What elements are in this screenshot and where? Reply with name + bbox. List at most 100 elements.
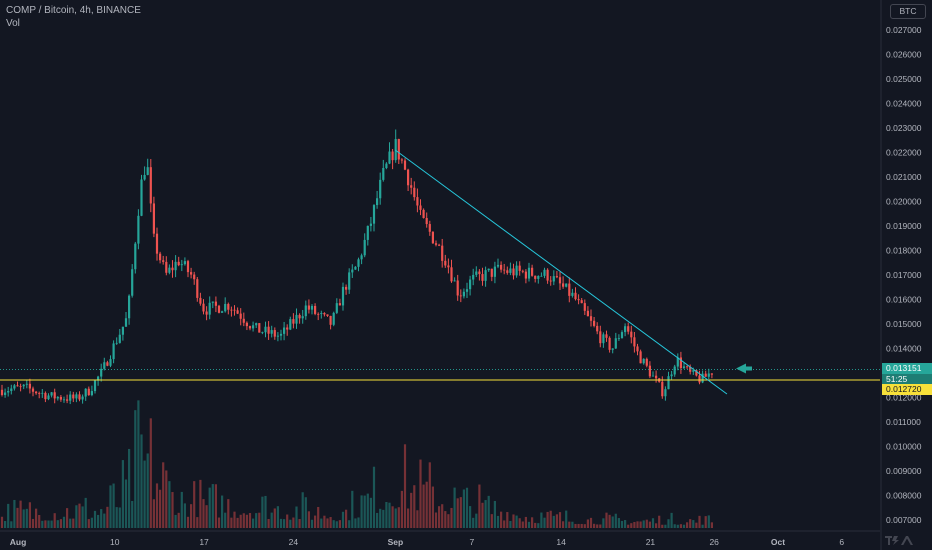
candle-body: [453, 280, 456, 282]
candle-body: [456, 280, 459, 296]
volume-bar: [230, 517, 233, 528]
candle-body: [174, 261, 177, 271]
candle-body: [673, 366, 676, 375]
volume-bar: [642, 520, 645, 528]
volume-bar: [360, 495, 363, 528]
candle-body: [53, 392, 56, 399]
candle-body: [310, 305, 314, 310]
candle-body: [13, 385, 16, 389]
candle-body: [589, 316, 593, 321]
volume-bar: [97, 514, 100, 528]
volume-bar: [118, 507, 121, 528]
volume-bar: [509, 520, 512, 528]
candle-body: [199, 297, 202, 304]
time-axis[interactable]: Aug 10 17 24 Sep 7 14 21 26 Oct 6: [0, 530, 880, 547]
candle-body: [676, 357, 679, 367]
volume-bar: [41, 520, 44, 528]
candle-body: [118, 334, 121, 343]
candle-body: [385, 163, 388, 169]
price-axis[interactable]: 0.027000 0.026000 0.025000 0.024000 0.023000…: [880, 0, 922, 550]
candle-body: [459, 295, 462, 297]
candle-body: [255, 323, 258, 326]
volume-bar: [704, 516, 707, 528]
volume-bar: [366, 493, 369, 528]
tradingview-logo-icon[interactable]: [884, 534, 916, 546]
volume-bar: [295, 506, 298, 528]
candle-body: [648, 365, 651, 377]
volume-bar: [264, 495, 267, 528]
candle-body: [307, 305, 310, 310]
candle-body: [112, 343, 115, 360]
volume-bar: [35, 508, 38, 528]
volume-bar: [28, 502, 31, 528]
candle-body: [620, 332, 624, 339]
price-tick-label: 0.010000: [886, 442, 922, 452]
candle-body: [38, 393, 41, 394]
volume-bar: [487, 495, 490, 528]
volume-bar: [447, 514, 450, 528]
volume-bar: [301, 492, 304, 528]
candle-body: [571, 292, 574, 296]
candle-body: [444, 260, 447, 266]
candle-body: [25, 383, 28, 385]
candle-body: [469, 279, 472, 290]
volume-bar: [639, 521, 642, 528]
candle-body: [376, 198, 379, 206]
volume-bar: [13, 499, 16, 528]
unit-badge[interactable]: BTC: [890, 4, 926, 19]
candle-body: [348, 272, 351, 290]
volume-bar: [667, 519, 670, 528]
candle-body: [354, 266, 357, 270]
volume-bar: [586, 519, 589, 528]
volume-bar: [372, 466, 376, 528]
candle-body: [248, 326, 252, 329]
volume-label[interactable]: Vol: [6, 18, 20, 29]
candle-body: [7, 390, 10, 393]
candle-body: [252, 325, 255, 329]
candle-body: [524, 271, 527, 279]
price-tick-label: 0.017000: [886, 270, 922, 280]
candle-body: [407, 169, 410, 186]
candle-body: [140, 179, 143, 216]
volume-bar: [270, 512, 273, 528]
volume-bar: [531, 517, 534, 528]
volume-bar: [217, 517, 221, 528]
price-tick-label: 0.024000: [886, 99, 922, 109]
candle-body: [574, 292, 577, 300]
volume-bar: [512, 514, 515, 528]
candle-body: [462, 291, 465, 297]
volume-bar: [431, 486, 434, 528]
candle-body: [428, 224, 431, 232]
candle-body: [128, 295, 131, 319]
volume-bar: [283, 519, 286, 528]
trend-line[interactable]: [395, 149, 728, 395]
candle-body: [450, 267, 453, 282]
candle-body: [382, 168, 385, 180]
candle-body: [295, 314, 298, 324]
volume-bar: [19, 500, 22, 528]
candle-body: [236, 310, 239, 314]
candle-body: [506, 270, 509, 273]
candle-body: [509, 268, 512, 273]
volume-bar: [75, 505, 78, 528]
volume-bar: [159, 489, 162, 528]
volume-bar: [255, 513, 258, 528]
volume-bar: [552, 515, 555, 528]
volume-bar: [664, 524, 667, 528]
volume-bar: [248, 513, 252, 528]
volume-bar: [286, 514, 289, 528]
candle-body: [351, 269, 354, 273]
candle-body: [388, 151, 391, 164]
candle-body: [106, 362, 109, 366]
time-tick-label: 10: [110, 537, 120, 547]
candle-body: [214, 301, 217, 306]
volume-bar: [562, 521, 565, 528]
symbol-title[interactable]: COMP / Bitcoin, 4h, BINANCE: [6, 5, 141, 16]
volume-bar: [25, 508, 28, 528]
volume-bar: [242, 513, 245, 528]
price-tick-label: 0.018000: [886, 246, 922, 256]
candle-body: [614, 338, 617, 349]
volume-bar: [131, 501, 134, 528]
candle-body: [372, 205, 376, 224]
